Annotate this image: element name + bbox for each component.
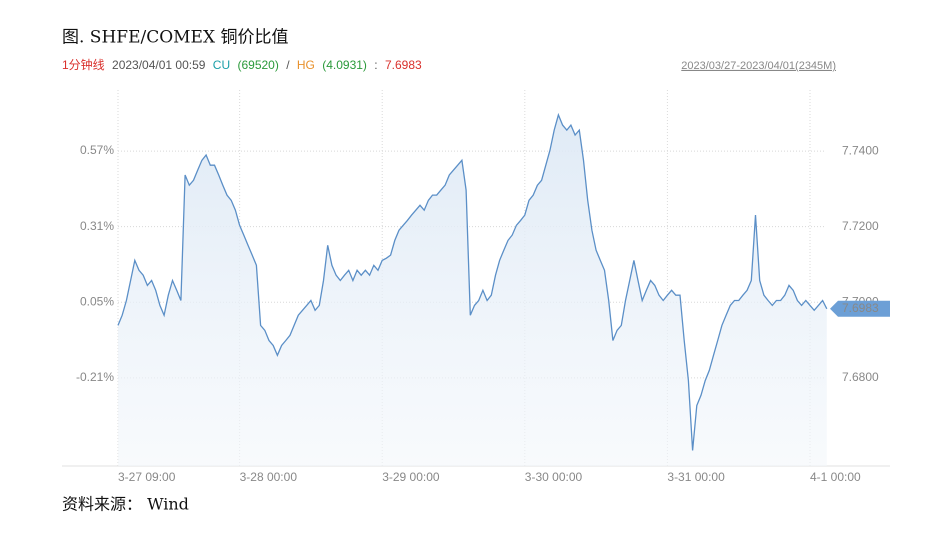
y2-tick-label: 7.7200 [842,219,879,233]
y-tick-label: 0.31% [80,219,114,233]
y2-tick-label: 7.6800 [842,370,879,384]
chart-title: 图. SHFE/COMEX 铜价比值 [62,28,288,48]
last-value-label: 7.6983 [842,301,879,315]
y-tick-label: 0.05% [80,294,114,308]
x-tick-label: 3-27 09:00 [118,470,176,484]
line [117,112,828,451]
area [118,114,827,467]
x-tick-label: 3-29 00:00 [382,470,440,484]
date-range: 2023/03/27-2023/04/01(2345M) [681,60,836,72]
x-tick-label: 3-30 00:00 [525,470,583,484]
info-line: 1分钟线 2023/04/01 00:59 CU (69520) / HG (4… [62,57,422,72]
x-tick-label: 3-31 00:00 [667,470,725,484]
source: 资料来源： Wind [62,495,189,514]
period: 1分钟线 [62,57,105,72]
hg-value: (4.0931) [322,58,367,72]
hg-label: HG [297,58,315,72]
cu-label: CU [213,58,230,72]
time: 2023/04/01 00:59 [112,58,206,72]
y-tick-label: -0.21% [76,370,114,384]
last-value-tag [830,300,890,317]
colon: : [374,58,377,72]
last-value: 7.6983 [385,58,422,72]
x-tick-label: 3-28 00:00 [240,470,298,484]
cu-value: (69520) [237,58,278,72]
y-tick-label: 0.57% [80,143,114,157]
y2-tick-label: 7.7400 [842,143,879,157]
separator: / [286,58,290,72]
x-tick-label: 4-1 00:00 [810,470,861,484]
